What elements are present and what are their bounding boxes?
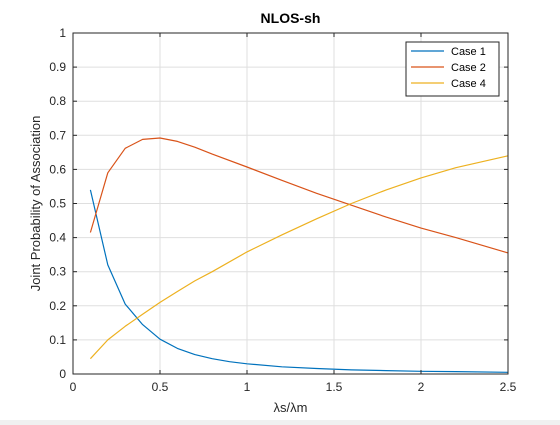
legend-label: Case 2 [451, 62, 486, 74]
legend[interactable]: Case 1 Case 2 Case 4 [405, 41, 500, 97]
y-tick-label: 0.3 [49, 265, 66, 279]
legend-box [405, 41, 500, 97]
series-line-2 [89, 137, 509, 254]
x-tick-label: 2.5 [500, 380, 517, 394]
series-layer [89, 137, 509, 373]
x-tick-label: 0.5 [152, 380, 169, 394]
y-tick-label: 0.7 [49, 128, 66, 142]
y-tick-label: 0 [59, 367, 66, 381]
x-axis-label: λs/λm [274, 400, 308, 415]
y-axis-label: Joint Probability of Association [28, 116, 43, 292]
series-line-3 [89, 155, 509, 360]
y-tick-label: 0.5 [49, 197, 66, 211]
x-tick-label: 2 [418, 380, 425, 394]
x-tick-label: 1.5 [326, 380, 343, 394]
y-tick-label: 0.2 [49, 299, 66, 313]
grid-lines [72, 32, 509, 375]
legend-label: Case 1 [451, 46, 486, 58]
y-tick-label: 0.4 [49, 231, 66, 245]
y-tick-label: 1 [59, 26, 66, 40]
y-tick-label: 0.6 [49, 162, 66, 176]
legend-label: Case 4 [451, 78, 486, 90]
y-tick-label: 0.8 [49, 94, 66, 108]
y-tick-label: 0.1 [49, 333, 66, 347]
y-tick-label: 0.9 [49, 60, 66, 74]
chart-title: NLOS-sh [261, 10, 321, 26]
x-tick-label: 0 [70, 380, 77, 394]
x-tick-label: 1 [244, 380, 251, 394]
ticks: 0 0.5 1 1.5 2 2.5 0 0.1 0.2 0.3 0.4 0.5 0.6 0.7 0.8 0.9… [49, 26, 516, 394]
